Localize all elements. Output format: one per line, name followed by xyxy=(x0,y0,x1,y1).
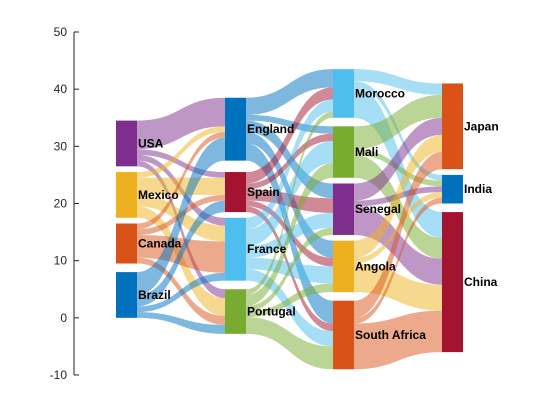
node-india xyxy=(442,174,463,204)
flow-link-mexico-england xyxy=(137,126,225,178)
node-label-china: China xyxy=(464,275,498,289)
node-england xyxy=(225,97,246,161)
flow-link-south-africa-china xyxy=(354,310,442,370)
node-senegal xyxy=(333,183,354,235)
flow-link-senegal-japan xyxy=(354,117,442,201)
flow-link-mexico-spain xyxy=(137,177,225,195)
y-tick-label: -10 xyxy=(50,368,68,382)
node-label-mexico: Mexico xyxy=(138,188,179,202)
flow-link-morocco-japan xyxy=(354,69,442,95)
flow-link-spain-morocco xyxy=(246,87,333,184)
node-label-canada: Canada xyxy=(138,237,182,251)
flow-link-portugal-mali xyxy=(246,163,333,306)
y-tick-label: 30 xyxy=(54,139,68,153)
node-spain xyxy=(225,172,246,213)
flow-link-england-morocco xyxy=(246,69,333,115)
node-label-senegal: Senegal xyxy=(355,202,401,216)
flow-link-brazil-england xyxy=(137,137,225,295)
flow-link-france-morocco xyxy=(246,99,333,230)
node-mali xyxy=(333,126,354,178)
flow-link-france-mali xyxy=(246,141,333,247)
node-japan xyxy=(442,83,463,170)
flow-link-france-south-africa xyxy=(246,269,333,347)
flow-link-portugal-angola xyxy=(246,283,333,318)
node-label-portugal: Portugal xyxy=(247,305,296,319)
flow-nodes xyxy=(116,69,463,370)
y-tick-label: 50 xyxy=(54,25,68,39)
node-canada xyxy=(116,223,137,264)
y-tick-label: 10 xyxy=(54,254,68,268)
node-label-usa: USA xyxy=(138,136,164,150)
node-label-brazil: Brazil xyxy=(138,288,171,302)
node-label-morocco: Morocco xyxy=(355,86,405,100)
flow-link-england-mali xyxy=(246,114,333,134)
node-france xyxy=(225,217,246,281)
y-tick-label: 40 xyxy=(54,82,68,96)
flow-link-portugal-morocco xyxy=(246,111,333,295)
node-label-south-africa: South Africa xyxy=(355,328,426,342)
flow-link-usa-portugal xyxy=(137,160,225,299)
flow-link-angola-china xyxy=(354,263,442,311)
node-angola xyxy=(333,240,354,293)
y-tick-label: 20 xyxy=(54,197,68,211)
node-mexico xyxy=(116,172,137,218)
node-label-japan: Japan xyxy=(464,119,499,133)
flow-links xyxy=(137,69,442,370)
flow-link-brazil-spain xyxy=(137,200,225,307)
node-labels: USA Mexico Canada Brazil England Spain France P… xyxy=(138,86,499,342)
flow-link-portugal-south-africa xyxy=(246,317,333,370)
flow-link-mali-india xyxy=(354,149,442,187)
y-axis: -10 0 10 20 30 40 50 xyxy=(50,25,79,382)
flow-link-south-africa-india xyxy=(354,197,442,324)
node-morocco xyxy=(333,69,354,118)
node-label-france: France xyxy=(247,242,287,256)
flow-link-south-africa-japan xyxy=(354,152,442,318)
flow-link-portugal-senegal xyxy=(246,227,333,312)
node-label-india: India xyxy=(464,182,492,196)
flow-link-brazil-france xyxy=(137,272,225,313)
node-label-spain: Spain xyxy=(247,185,280,199)
flow-link-angola-japan xyxy=(354,134,442,258)
node-brazil xyxy=(116,272,137,318)
flow-link-canada-england xyxy=(137,132,225,230)
node-label-england: England xyxy=(247,122,294,136)
flow-link-brazil-portugal xyxy=(137,312,225,334)
flow-link-mali-japan xyxy=(354,94,442,150)
flow-link-senegal-china xyxy=(354,206,442,285)
node-usa xyxy=(116,120,137,167)
node-label-angola: Angola xyxy=(355,259,396,273)
node-label-mali: Mali xyxy=(355,145,378,159)
y-tick-label: 0 xyxy=(60,311,67,325)
node-south-africa xyxy=(333,300,354,370)
node-china xyxy=(442,212,463,353)
node-portugal xyxy=(225,289,246,334)
flow-link-usa-england xyxy=(137,97,225,150)
